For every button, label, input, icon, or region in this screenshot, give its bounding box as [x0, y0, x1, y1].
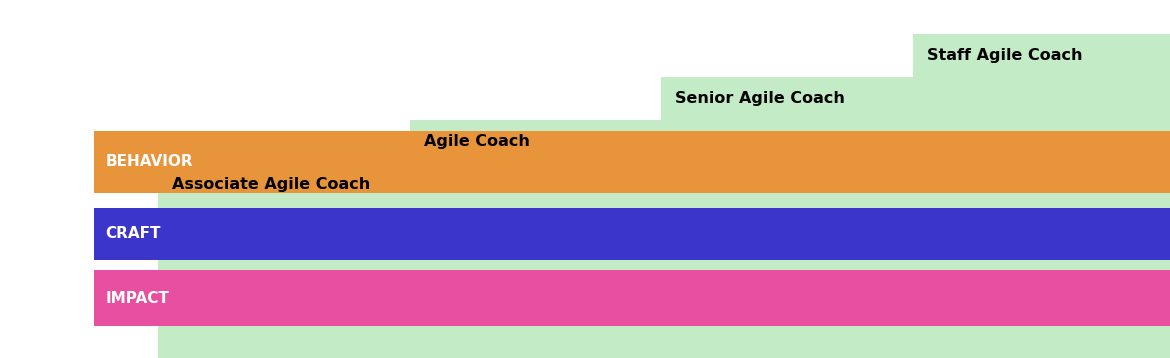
Text: Staff Agile Coach: Staff Agile Coach: [927, 48, 1082, 63]
Text: IMPACT: IMPACT: [105, 291, 170, 305]
Text: Associate Agile Coach: Associate Agile Coach: [172, 177, 370, 192]
Bar: [94, 131, 1170, 193]
Bar: [410, 120, 661, 358]
Text: BEHAVIOR: BEHAVIOR: [105, 155, 193, 169]
Text: Agile Coach: Agile Coach: [424, 134, 529, 149]
Text: Senior Agile Coach: Senior Agile Coach: [675, 91, 845, 106]
Text: CRAFT: CRAFT: [105, 226, 160, 241]
Bar: [158, 163, 410, 358]
Bar: [94, 208, 1170, 260]
Bar: [94, 270, 1170, 326]
Bar: [913, 34, 1170, 358]
Bar: [661, 77, 913, 358]
